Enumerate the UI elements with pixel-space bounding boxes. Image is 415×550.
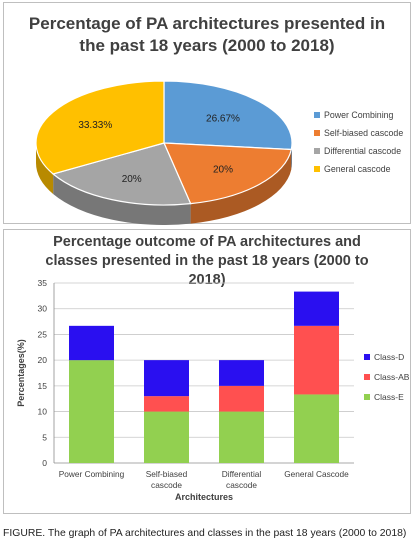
bar-category-label-2-line-1: cascode — [226, 480, 257, 490]
pie-legend-label-3: General cascode — [324, 164, 391, 174]
bar-ytick-label-3: 15 — [38, 381, 48, 391]
bar-chart-panel: Percentage outcome of PA architectures a… — [3, 229, 411, 514]
pie-data-label-2: 20% — [122, 174, 142, 185]
bar-ytick-label-1: 5 — [42, 432, 47, 442]
bar-2-class-e — [219, 411, 264, 463]
pie-data-label-0: 26.67% — [206, 113, 240, 124]
bar-category-label-0: Power Combining — [59, 469, 125, 479]
bar-0-class-e — [69, 360, 114, 463]
bar-1-class-ab — [144, 396, 189, 412]
pie-chart: 26.67% 20% 20% 33.33% Power Combining Self-bi… — [35, 80, 403, 225]
bar-1-class-d — [144, 360, 189, 397]
bar-chart: 0 5 10 15 20 25 30 35 Power Combining Self-biased… — [16, 278, 410, 502]
bar-3-class-e — [294, 394, 339, 463]
bar-ytick-label-5: 25 — [38, 329, 48, 339]
bar-legend-swatch-class-d — [364, 354, 370, 360]
bar-ytick-label-2: 10 — [38, 407, 48, 417]
bar-3-class-ab — [294, 325, 339, 395]
bar-ytick-label-7: 35 — [38, 278, 48, 288]
pie-legend-swatch-1 — [314, 130, 320, 136]
figure-caption: FIGURE. The graph of PA architectures an… — [3, 528, 407, 539]
pie-title-line-1: Percentage of PA architectures presented… — [28, 14, 386, 33]
bar-y-axis-title: Percentages(%) — [16, 339, 26, 407]
pie-slice-0 — [163, 80, 293, 151]
bar-legend-swatch-class-ab — [364, 374, 370, 380]
bar-ytick-label-6: 30 — [38, 304, 48, 314]
pie-title-line-2: the past 18 years (2000 to 2018) — [79, 36, 335, 55]
pie-slice-3 — [35, 80, 165, 175]
bar-legend-label-class-ab: Class-AB — [374, 372, 410, 382]
pie-slice-side-1 — [190, 149, 292, 224]
pie-legend-swatch-3 — [314, 166, 320, 172]
pie-data-label-3: 33.33% — [78, 120, 112, 131]
pie-slice-side-3 — [36, 143, 54, 194]
bar-title-line-2: classes presented in the past 18 years (… — [45, 253, 369, 269]
pie-slice-side-2 — [53, 173, 191, 225]
bar-0-class-d — [69, 325, 114, 361]
bar-x-axis-title: Architectures — [175, 492, 233, 502]
pie-chart-title: Percentage of PA architectures presented… — [4, 13, 410, 57]
pie-legend-swatch-2 — [314, 148, 320, 154]
bar-2-class-ab — [219, 385, 264, 412]
pie-legend-label-2: Differential cascode — [324, 146, 401, 156]
pie-slice-1 — [163, 142, 293, 205]
bar-title-line-1: Percentage outcome of PA architectures a… — [53, 234, 361, 250]
bar-category-label-2: Differential — [222, 469, 262, 479]
bar-legend-label-class-e: Class-E — [374, 392, 404, 402]
pie-slice-2 — [51, 142, 192, 206]
pie-legend-swatch-0 — [314, 112, 320, 118]
bar-ytick-label-4: 20 — [38, 355, 48, 365]
pie-chart-panel: Percentage of PA architectures presented… — [3, 2, 411, 225]
pie-legend-label-1: Self-biased cascode — [324, 128, 403, 138]
bar-category-label-1: Self-biased — [146, 469, 188, 479]
bar-legend-label-class-d: Class-D — [374, 352, 404, 362]
bar-category-label-3: General Cascode — [284, 469, 349, 479]
bar-title-line-3: 2018) — [188, 272, 226, 288]
bar-legend-swatch-class-e — [364, 394, 370, 400]
bar-2-class-d — [219, 360, 264, 386]
bar-chart-title: Percentage outcome of PA architectures a… — [4, 233, 410, 290]
pie-legend-label-0: Power Combining — [324, 110, 394, 120]
bar-category-label-1-line-1: cascode — [151, 480, 182, 490]
bar-1-class-e — [144, 411, 189, 463]
bar-3-class-d — [294, 291, 339, 326]
pie-data-label-1: 20% — [213, 165, 233, 176]
bar-ytick-label-0: 0 — [42, 458, 47, 468]
